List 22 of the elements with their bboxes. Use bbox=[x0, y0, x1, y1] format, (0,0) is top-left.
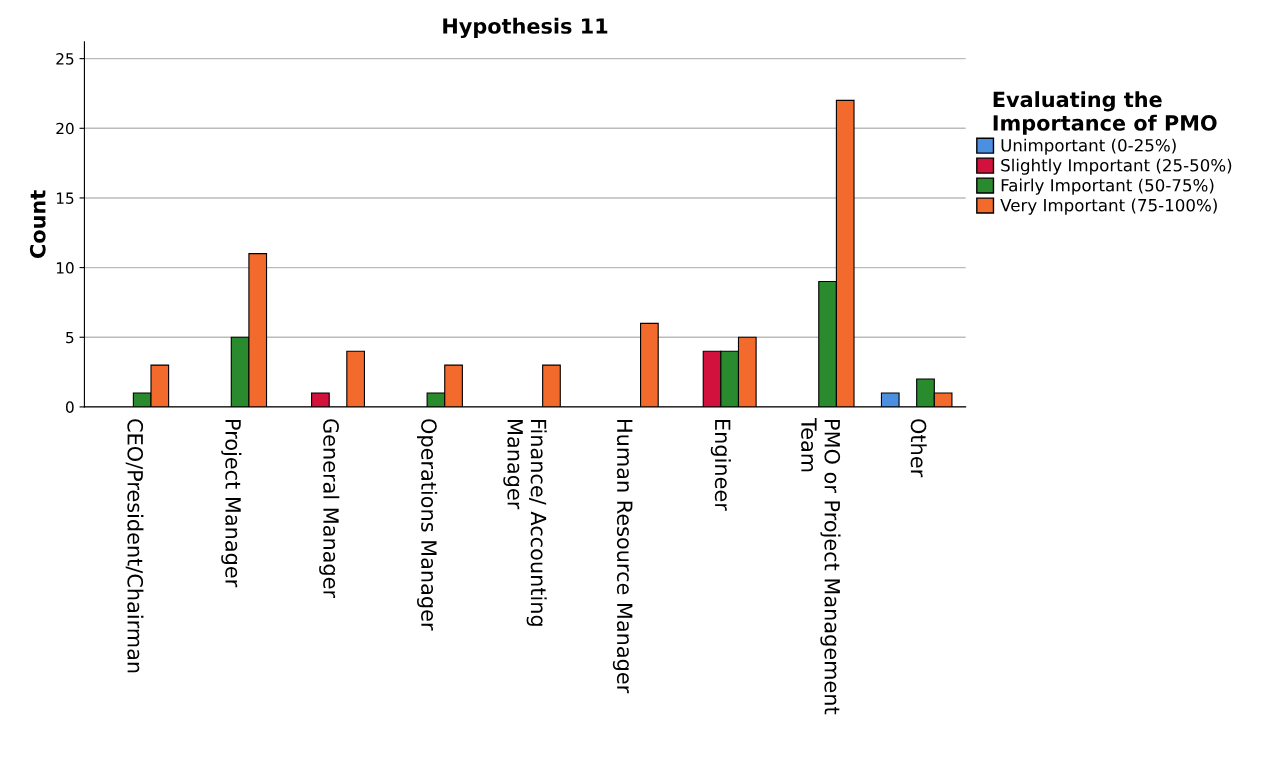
chart-title: Hypothesis 11 bbox=[443, 17, 608, 39]
y-tick-label: 0 bbox=[65, 401, 74, 413]
y-tick-label: 10 bbox=[56, 262, 74, 274]
legend-label: Unimportant (0-25%) bbox=[1001, 138, 1176, 155]
y-tick-label: 5 bbox=[66, 331, 74, 344]
x-tick-label: General Manager bbox=[319, 419, 340, 599]
x-tick-label: PMO or Project Management Team bbox=[801, 417, 841, 715]
y-axis-title: Count bbox=[29, 190, 46, 258]
x-tick-label: Human Resource Manager bbox=[612, 420, 633, 694]
x-tick-label: CEO/President/Chairman bbox=[125, 419, 144, 673]
x-tick-label: Project Manager bbox=[221, 420, 242, 588]
legend-label: Slightly Important (25-50%) bbox=[1001, 158, 1232, 175]
legend-label: Fairly Important (50-75%) bbox=[1001, 178, 1214, 195]
x-tick-label: Operations Manager bbox=[417, 419, 438, 631]
x-tick-label: Finance/ Accounting Manager bbox=[503, 420, 547, 626]
legend-label: Very Important (75-100%) bbox=[1000, 198, 1217, 215]
y-tick-label: 25 bbox=[56, 53, 74, 65]
x-tick-label: Other bbox=[910, 419, 927, 478]
legend-title: Evaluating the Importance of PMO bbox=[993, 91, 1217, 135]
y-tick-label: 20 bbox=[56, 122, 74, 135]
y-tick-label: 15 bbox=[56, 192, 74, 204]
x-tick-label: Engineer bbox=[710, 420, 731, 511]
